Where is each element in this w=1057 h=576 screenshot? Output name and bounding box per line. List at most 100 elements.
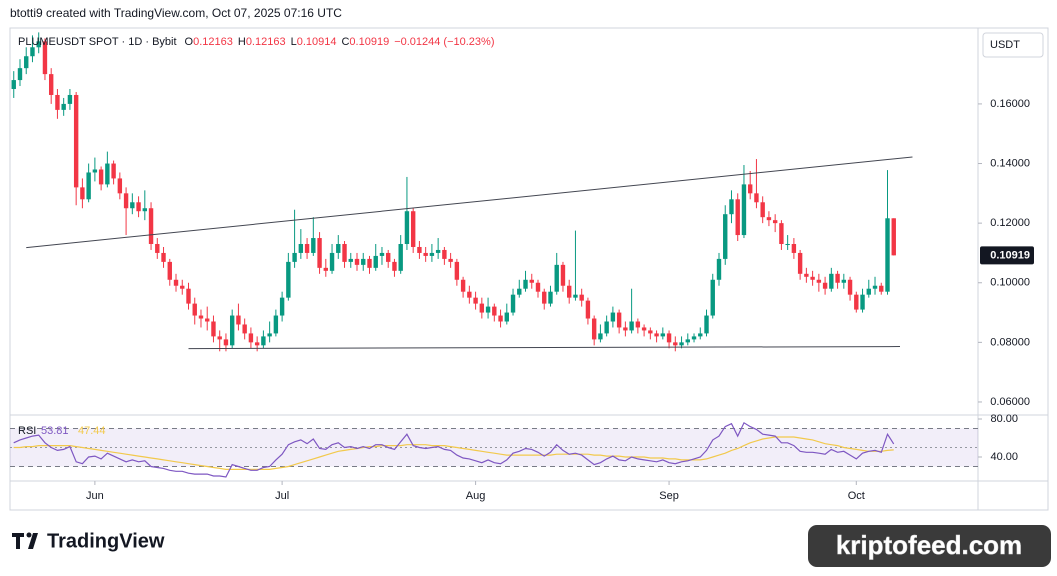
candle-body: [579, 294, 584, 301]
candle-body: [105, 163, 110, 185]
candle-body: [342, 244, 347, 262]
candle-body: [766, 217, 772, 221]
ohlc-label: C: [341, 36, 349, 48]
candle-body: [323, 267, 329, 271]
candle-body: [361, 258, 366, 265]
candle-body: [442, 249, 447, 259]
candle-body: [205, 318, 210, 322]
candle-body: [30, 47, 35, 57]
candle-body: [304, 244, 310, 253]
currency-button[interactable]: [982, 32, 1044, 58]
candle-body: [635, 321, 641, 328]
candle-body: [279, 297, 285, 316]
candle-body: [386, 252, 391, 262]
candle-body: [835, 273, 840, 283]
symbol-title: PLUMEUSDT SPOT · 1D · Bybit: [18, 36, 177, 48]
change: −0.01244 (−10.23%): [394, 36, 494, 48]
candle-body: [648, 330, 653, 334]
rsi-tick-label: 40.00: [990, 451, 1018, 463]
candle-body: [585, 300, 591, 319]
watermark: kriptofeed.com: [836, 530, 1022, 560]
candle-body: [548, 291, 553, 304]
candle-body: [729, 199, 734, 215]
candle-body: [61, 103, 66, 110]
candle-body: [804, 273, 809, 277]
candle-body: [73, 94, 79, 188]
candle-body: [810, 276, 815, 280]
candle-body: [298, 244, 304, 253]
candle-body: [248, 333, 254, 343]
candle-body: [660, 333, 666, 337]
candle-body: [80, 187, 85, 200]
candle-body: [479, 303, 485, 313]
candle-body: [779, 223, 784, 245]
candle-body: [142, 208, 148, 212]
x-tick-label: Oct: [848, 490, 865, 502]
ohlc-value: 0.10914: [297, 36, 337, 48]
candle-body: [161, 252, 166, 262]
candle-body: [542, 291, 547, 304]
y-tick-label: 0.08000: [990, 336, 1030, 348]
candle-body: [629, 321, 634, 331]
candle-body: [435, 249, 441, 253]
candle-body: [261, 336, 266, 346]
candle-body: [498, 315, 503, 322]
candle-body: [317, 238, 322, 268]
last-price-tag: [980, 246, 1034, 265]
candle-body: [841, 279, 847, 283]
candle-body: [754, 193, 759, 203]
candle-body: [123, 193, 129, 209]
candle-body: [666, 333, 672, 343]
candle-body: [155, 244, 160, 253]
candle-body: [354, 258, 360, 265]
candle-body: [173, 279, 179, 286]
candle-body: [691, 336, 697, 340]
candle-body: [598, 333, 603, 340]
candle-body: [704, 315, 709, 334]
rsi-line: [13, 421, 895, 478]
candle-body: [223, 339, 229, 346]
candle-body: [379, 252, 385, 256]
candle-body: [698, 333, 703, 337]
candle-body: [891, 218, 896, 256]
candle-body: [623, 327, 628, 331]
candle-body: [616, 312, 622, 328]
candle-body: [92, 169, 98, 173]
candle-body: [854, 294, 859, 310]
candle-body: [654, 333, 659, 337]
candle-body: [760, 202, 765, 218]
credit: btotti9 created with TradingView.com, Oc…: [10, 6, 342, 20]
candle-body: [523, 279, 528, 289]
candle-body: [604, 321, 609, 334]
candle-body: [673, 342, 678, 346]
candle-body: [591, 318, 597, 340]
candle-body: [517, 288, 522, 295]
candle-body: [554, 264, 559, 292]
candle-body: [148, 208, 154, 245]
candle-body: [710, 279, 715, 316]
candle-body: [747, 184, 753, 194]
candle-body: [186, 288, 191, 304]
candle-body: [410, 211, 416, 247]
candle-body: [254, 342, 260, 346]
candle-body: [67, 94, 73, 104]
ohlc-label: L: [291, 36, 297, 48]
candle-body: [473, 297, 478, 304]
candle-body: [398, 244, 403, 271]
last-price: 0.10919: [990, 249, 1030, 261]
candle-body: [460, 279, 466, 292]
candle-body: [448, 258, 453, 262]
y-tick-label: 0.06000: [990, 396, 1030, 408]
candle-body: [735, 199, 740, 236]
trendline: [26, 156, 913, 249]
candle-body: [42, 41, 48, 75]
candle-body: [772, 220, 778, 224]
candle-body: [180, 285, 185, 289]
candle-body: [504, 312, 509, 322]
candle-body: [429, 252, 435, 256]
currency[interactable]: USDT: [990, 39, 1020, 51]
candle-body: [454, 261, 460, 280]
